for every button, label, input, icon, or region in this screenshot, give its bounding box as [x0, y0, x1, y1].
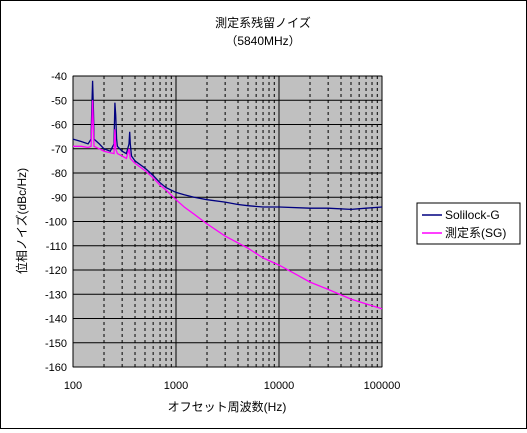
- y-tick-label: -140: [45, 314, 67, 326]
- y-tick-label: -40: [51, 71, 67, 83]
- x-tick-label: 1000: [164, 380, 188, 392]
- series-layer: [72, 80, 383, 310]
- y-tick-label: -130: [45, 289, 67, 301]
- y-axis-label: 位相ノイズ(dBc/Hz): [14, 168, 29, 274]
- plot-area: [72, 75, 383, 368]
- y-tick-label: -50: [51, 95, 67, 107]
- x-axis-label: オフセット周波数(Hz): [168, 399, 287, 414]
- legend-label-solilock-g: Solilock-G: [445, 208, 500, 222]
- x-axis: 100 1000 10000 100000: [64, 380, 401, 392]
- legend-label-sg: 測定系(SG): [445, 225, 506, 240]
- y-tick-label: -60: [51, 120, 67, 132]
- y-axis: -40 -50 -60 -70 -80 -90 -100 -110 -120 -130 -140 -1…: [45, 71, 67, 374]
- y-tick-label: -150: [45, 338, 67, 350]
- y-tick-label: -100: [45, 217, 67, 229]
- chart-subtitle: （5840MHz）: [225, 34, 300, 48]
- x-tick-label: 100000: [364, 380, 401, 392]
- series-line-1: [73, 100, 383, 310]
- chart-title: 測定系残留ノイズ: [215, 15, 311, 30]
- x-tick-label: 10000: [264, 380, 295, 392]
- y-tick-label: -160: [45, 362, 67, 374]
- y-tick-label: -120: [45, 265, 67, 277]
- y-tick-label: -80: [51, 168, 67, 180]
- legend: Solilock-G 測定系(SG): [416, 202, 521, 245]
- x-tick-label: 100: [64, 380, 82, 392]
- y-tick-label: -90: [51, 192, 67, 204]
- y-tick-label: -110: [46, 241, 67, 253]
- y-tick-label: -70: [51, 144, 67, 156]
- legend-box: [416, 202, 521, 245]
